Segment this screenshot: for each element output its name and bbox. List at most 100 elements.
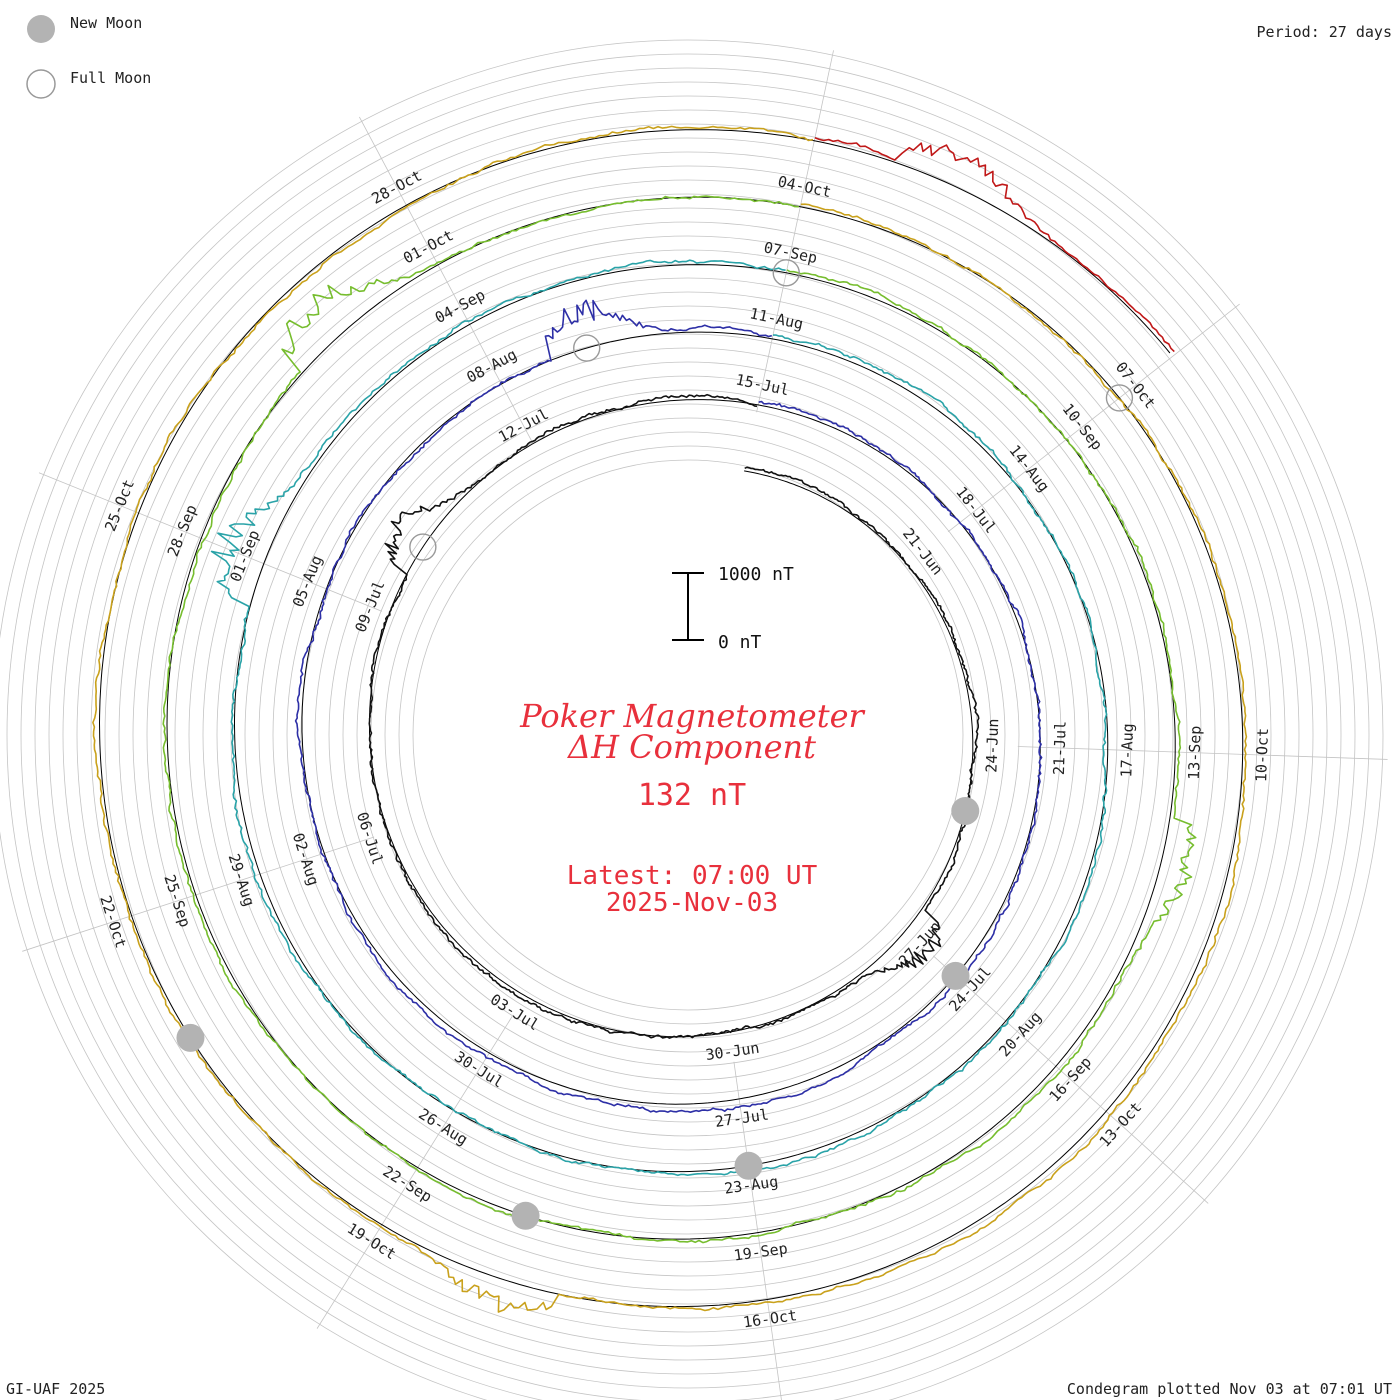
grid-ring	[286, 333, 1090, 1137]
scale-bottom-label: 0 nT	[718, 632, 762, 653]
grid-spoke	[932, 955, 1209, 1204]
date-label: 11-Aug	[748, 304, 805, 333]
grid-ring	[188, 235, 1188, 1235]
grid-ring	[272, 319, 1104, 1151]
current-value: 132 nT	[638, 778, 746, 813]
grid-ring	[118, 165, 1258, 1305]
grid-ring	[34, 81, 1342, 1389]
grid-ring	[20, 67, 1356, 1400]
grid-spoke	[38, 472, 383, 612]
period-label: Period: 27 days	[1257, 23, 1392, 41]
grid-ring	[62, 109, 1314, 1361]
date-label: 14-Aug	[1005, 442, 1053, 496]
date-label: 20-Aug	[995, 1008, 1045, 1060]
grid-ring	[244, 291, 1132, 1179]
trace-turn-1	[368, 393, 980, 1039]
grid-ring	[258, 305, 1118, 1165]
date-label: 19-Sep	[733, 1239, 789, 1264]
grid-ring	[216, 263, 1160, 1207]
grid-ring	[300, 347, 1076, 1123]
grid-ring	[104, 151, 1272, 1319]
grid-ring	[412, 459, 964, 1011]
grid-ring	[160, 207, 1216, 1263]
footer-credit: GI-UAF 2025	[6, 1380, 106, 1398]
full-moon-icon	[26, 69, 56, 99]
new-moon-icon	[27, 15, 55, 43]
grid-spoke	[756, 50, 834, 413]
date-label: 01-Oct	[400, 226, 456, 267]
chart-title: Poker Magnetometer	[519, 697, 865, 735]
grid-spokes	[22, 50, 1388, 1400]
date-label: 04-Oct	[776, 172, 833, 201]
date-label: 05-Aug	[289, 553, 326, 610]
date-label: 06-Jul	[353, 810, 387, 867]
chart-subtitle: ΔH Component	[566, 728, 816, 766]
trace-turn-4	[162, 195, 1197, 1244]
full-moon-marker	[409, 533, 437, 561]
grid-rings	[0, 39, 1384, 1400]
center-title: Poker Magnetometer ΔH Component 132 nT L…	[519, 697, 865, 918]
date-label: 22-Sep	[380, 1162, 435, 1206]
date-label: 07-Sep	[762, 238, 819, 267]
grid-ring	[328, 375, 1048, 1095]
date-label: 17-Aug	[1117, 723, 1137, 778]
trace-turn-5	[92, 125, 1248, 1313]
trace-turn-3	[210, 259, 1108, 1177]
date-label: 19-Oct	[344, 1219, 399, 1263]
grid-spoke	[1017, 746, 1388, 760]
trace-turn-2	[294, 299, 1043, 1113]
new-moon-marker	[734, 1151, 763, 1180]
scale-top-label: 1000 nT	[718, 564, 794, 585]
date-label: 16-Oct	[742, 1306, 798, 1331]
grid-ring	[230, 277, 1146, 1193]
grid-ring	[356, 403, 1020, 1067]
grid-ring	[0, 39, 1384, 1400]
new-moon-marker	[941, 961, 970, 990]
full-moon-label: Full Moon	[70, 69, 151, 87]
new-moon-marker	[951, 797, 980, 826]
grid-ring	[314, 361, 1062, 1109]
grid-ring	[384, 431, 992, 1039]
legend: New Moon Full Moon	[26, 14, 151, 99]
scale-bar: 1000 nT 0 nT	[672, 564, 794, 653]
new-moon-label: New Moon	[70, 14, 142, 32]
grid-ring	[174, 221, 1202, 1249]
full-moon-marker	[772, 259, 800, 287]
date-label: 28-Sep	[164, 502, 201, 559]
grid-ring	[146, 193, 1230, 1277]
date-label: 13-Sep	[1185, 725, 1205, 780]
latest-date: 2025-Nov-03	[606, 888, 778, 918]
latest-time: Latest: 07:00 UT	[567, 861, 818, 891]
grid-spoke	[22, 836, 375, 952]
grid-spoke	[733, 1061, 782, 1400]
date-label: 26-Aug	[415, 1105, 470, 1149]
date-label: 30-Jul	[451, 1048, 506, 1092]
grid-ring	[90, 137, 1286, 1333]
date-label: 15-Jul	[734, 370, 791, 399]
grid-ring	[202, 249, 1174, 1221]
date-label: 22-Oct	[96, 893, 130, 950]
full-moon-marker	[1105, 384, 1134, 412]
date-label: 30-Jun	[704, 1039, 760, 1064]
grid-ring	[6, 53, 1370, 1400]
grid-spoke	[359, 116, 534, 444]
date-label: 21-Jun	[899, 525, 947, 579]
date-label: 21-Jul	[1050, 721, 1070, 776]
data-traces	[92, 125, 1248, 1313]
grid-ring	[76, 123, 1300, 1347]
date-label: 10-Oct	[1252, 728, 1272, 783]
grid-ring	[48, 95, 1328, 1375]
date-label: 29-Aug	[225, 852, 259, 909]
new-moon-marker	[511, 1201, 540, 1230]
date-label: 10-Sep	[1059, 400, 1107, 454]
full-moon-marker	[573, 334, 601, 362]
date-label: 04-Sep	[432, 286, 488, 327]
grid-spoke	[947, 303, 1240, 533]
date-label: 24-Jun	[982, 718, 1002, 773]
date-label: 08-Aug	[464, 345, 520, 386]
grid-ring	[342, 389, 1034, 1081]
date-label: 18-Jul	[952, 483, 1000, 537]
footer-timestamp: Condegram plotted Nov 03 at 07:01 UT	[1066, 1380, 1392, 1398]
new-moon-marker	[176, 1023, 205, 1052]
